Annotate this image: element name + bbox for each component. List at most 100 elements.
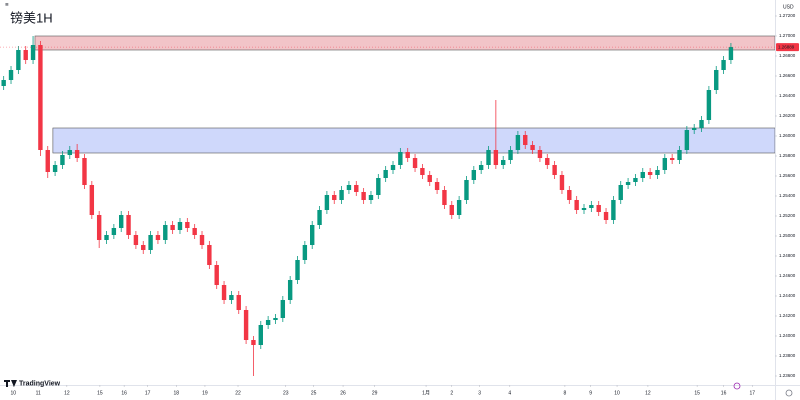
y-tick-label: 1.23600 [779,373,796,378]
candle-body [405,152,410,158]
candle-body [728,47,734,60]
price-tag-box [776,43,799,52]
candle-body [16,50,21,70]
candle-body [669,158,675,160]
candle-body [287,280,293,300]
candle-body [74,150,80,158]
x-tick-label: 4 [508,390,511,396]
candle-body [273,318,278,320]
candle-body [8,70,14,80]
candle-body [611,200,616,220]
candle-body [339,190,344,200]
y-tick-label: 1.26800 [779,53,796,58]
candle-body [523,135,528,145]
candle-body [141,245,146,250]
candle-body [633,178,638,182]
x-tick-label: 15 [694,390,700,396]
candle-body [82,158,87,185]
candle-body [236,295,241,310]
candle-body [346,185,352,190]
y-tick-label: 1.26400 [779,93,796,98]
candle-body [310,225,315,245]
candle-body [23,50,28,60]
y-tick-label: 1.24000 [779,333,796,338]
candle-body [221,285,227,300]
candle-body [684,130,690,150]
candle-body [603,212,609,220]
y-tick-label: 1.26600 [779,73,796,78]
candle-body [170,225,175,230]
candle-body [214,265,219,285]
zone [34,35,776,51]
x-tick-label: 2 [450,390,453,396]
settings-icon[interactable] [785,389,793,397]
x-tick-label: 10 [10,390,16,396]
y-tick-label: 1.25000 [779,233,796,238]
candle-body [258,325,263,345]
candle-body [52,165,58,172]
candle-body [163,225,168,240]
candle-body [493,150,499,165]
candle-body [589,205,594,208]
x-tick-label: 11 [36,390,41,396]
candle-body [471,170,477,180]
x-tick-label: 12 [64,390,70,396]
y-tick-label: 1.24400 [779,293,796,298]
candle-body [647,172,653,175]
candle-body [368,195,374,200]
candle-body [192,228,197,235]
x-tick-label: 16 [121,390,127,396]
candle-body [530,145,535,150]
y-tick-label: 1.27200 [779,13,796,18]
candle-body [45,150,50,172]
candle-body [155,235,161,240]
candle-body [655,170,660,175]
candle-body [265,320,271,325]
y-tick-label: 1.24200 [779,313,796,318]
x-tick-label: 29 [372,390,378,396]
candle-body [537,150,543,158]
y-tick-label: 1.25200 [779,213,796,218]
candle-body [96,215,102,240]
candle-body [148,235,153,250]
candle-body [111,228,117,235]
candle-body [229,295,234,300]
x-tick-label: 1月 [422,390,430,396]
candle-body [699,120,704,128]
candle-body [361,192,366,200]
candle-body [706,90,712,120]
axes: 1.23600 1.23800 1.24000 1.24200 1.24400 1.246… [0,13,799,396]
candle-body [324,195,330,210]
x-tick-label: 17 [145,390,151,396]
candle-body [383,170,388,178]
candle-body [486,150,491,165]
candle-body [398,152,403,165]
candle-body [251,340,256,345]
candle-body [714,70,719,90]
x-tick-label: 3 [478,390,481,396]
candle-body [295,260,300,280]
price-tag: 1.26889 [778,44,795,49]
y-tick-label: 1.27000 [779,33,796,38]
brand: TradingView [19,380,61,387]
x-tick-label: 9 [589,390,592,396]
candle-body [67,150,72,155]
x-tick-label: 23 [283,390,289,396]
candle-body [464,180,469,200]
logo-mark [4,380,17,387]
candle-body [442,190,447,205]
candle-body [508,150,513,160]
candle-body [478,165,484,170]
candle-body [302,245,308,260]
candle-body [662,158,668,170]
candle-body [89,185,95,215]
x-tick-label: 25 [311,390,317,396]
event-marker [733,382,741,390]
y-tick-label: 1.24800 [779,253,796,258]
x-tick-label: 16 [721,390,727,396]
x-tick-label: 19 [202,390,208,396]
candle-body [280,300,286,318]
